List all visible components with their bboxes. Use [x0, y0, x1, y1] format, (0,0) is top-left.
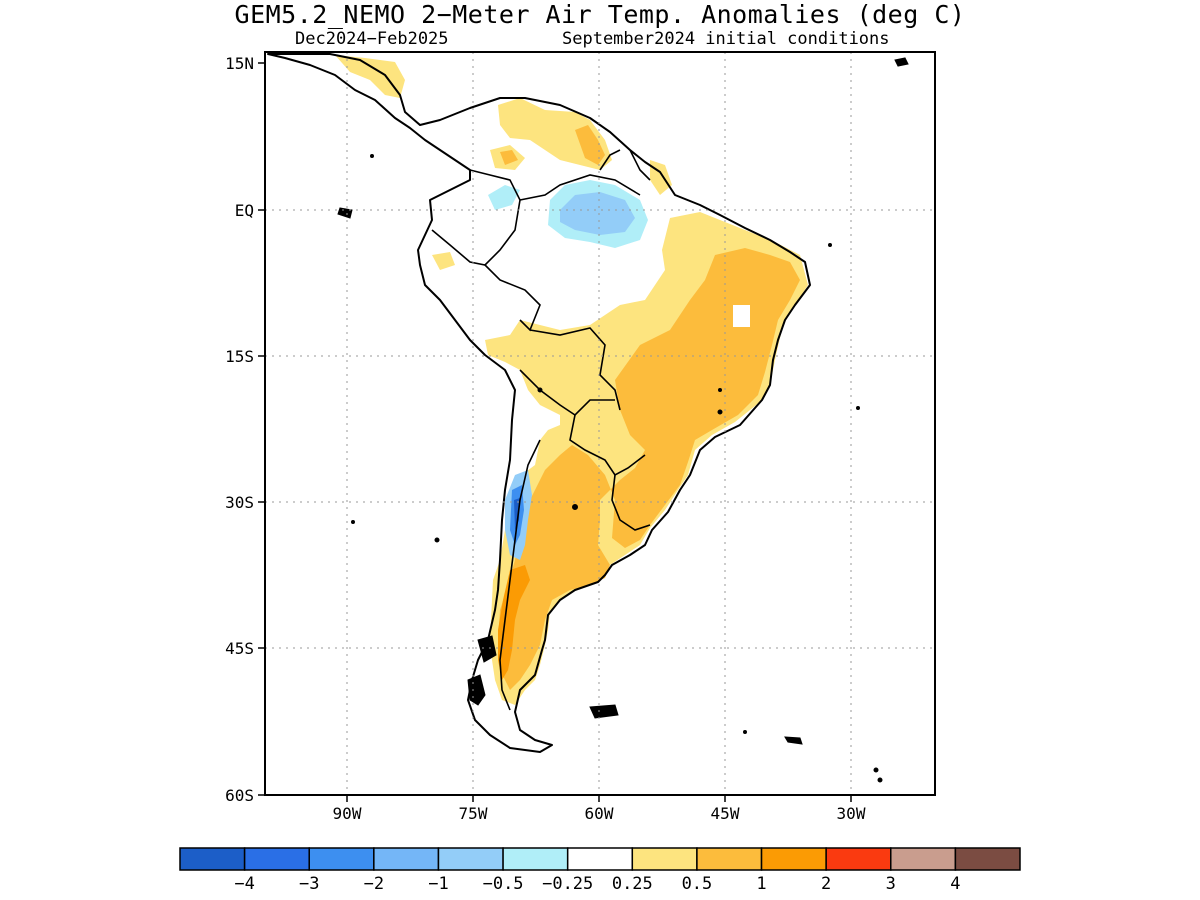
forecast-period-label: Dec2024−Feb2025	[295, 29, 449, 49]
colorbar-swatch	[954, 847, 1021, 871]
colorbar-label: 0.5	[682, 874, 713, 894]
colorbar-swatch	[308, 847, 375, 871]
anomaly-region-minus-1-minus-0.5-amazon	[560, 192, 635, 235]
colorbar-swatch	[825, 847, 892, 871]
anomaly-shading	[335, 55, 808, 705]
colorbar-label: 1	[756, 874, 766, 894]
colorbar-label: −2	[364, 874, 384, 894]
map-content	[267, 53, 909, 783]
initial-conditions-label: September2024 initial conditions	[562, 29, 890, 49]
lon-label-90w: 90W	[333, 804, 362, 823]
map-frame	[264, 51, 936, 796]
anomaly-region-0.5-1-north-2	[500, 150, 518, 165]
colorbar-label: −3	[299, 874, 319, 894]
lat-label-15n: 15N	[225, 54, 254, 73]
colorbar-label: −4	[234, 874, 254, 894]
anomaly-region-0.25-0.5-central-america	[335, 55, 405, 98]
colorbar-swatch	[502, 847, 569, 871]
country-borders	[431, 149, 651, 711]
colorbar-label: 3	[886, 874, 896, 894]
colorbar: −4 −3 −2 −1 −0.5 −0.25 0.25 0.5 1 2 3 4	[179, 847, 1021, 894]
islands	[337, 57, 909, 783]
colorbar-label: 0.25	[612, 874, 653, 894]
colorbar-swatch	[890, 847, 957, 871]
map-title: GEM5.2_NEMO 2−Meter Air Temp. Anomalies …	[234, 0, 966, 29]
colorbar-label: −0.25	[542, 874, 593, 894]
lat-label-15s: 15S	[225, 347, 254, 366]
anomaly-region-0.5-1-brazil	[498, 248, 800, 690]
axis-ticks	[258, 62, 852, 802]
colorbar-swatch	[373, 847, 440, 871]
colorbar-swatch	[179, 847, 246, 871]
colorbar-label: −0.5	[483, 874, 524, 894]
continent-outline	[267, 53, 811, 753]
colorbar-label: 4	[950, 874, 960, 894]
colorbar-swatch	[243, 847, 310, 871]
anomaly-gap-ne-brazil	[733, 305, 750, 327]
colorbar-label: 2	[821, 874, 831, 894]
colorbar-swatch	[437, 847, 504, 871]
lon-label-75w: 75W	[459, 804, 488, 823]
lat-label-30s: 30S	[225, 493, 254, 512]
lat-label-eq: EQ	[235, 201, 254, 220]
lat-label-45s: 45S	[225, 639, 254, 658]
lon-label-45w: 45W	[711, 804, 740, 823]
graticule	[265, 52, 935, 795]
lon-label-30w: 30W	[837, 804, 866, 823]
anomaly-region-0.5-1-north	[575, 125, 605, 165]
anomaly-region-0.25-0.5-peru-coast	[432, 252, 455, 270]
lat-label-60s: 60S	[225, 786, 254, 805]
colorbar-swatch	[760, 847, 827, 871]
anomaly-region-1-2-patagonia	[498, 565, 530, 680]
anomaly-region-minus-0.5-minus-0.25-colombia	[488, 185, 520, 210]
colorbar-swatch	[566, 847, 634, 871]
lon-label-60w: 60W	[585, 804, 614, 823]
colorbar-label: −1	[428, 874, 448, 894]
colorbar-swatch	[631, 847, 698, 871]
colorbar-swatch	[696, 847, 763, 871]
